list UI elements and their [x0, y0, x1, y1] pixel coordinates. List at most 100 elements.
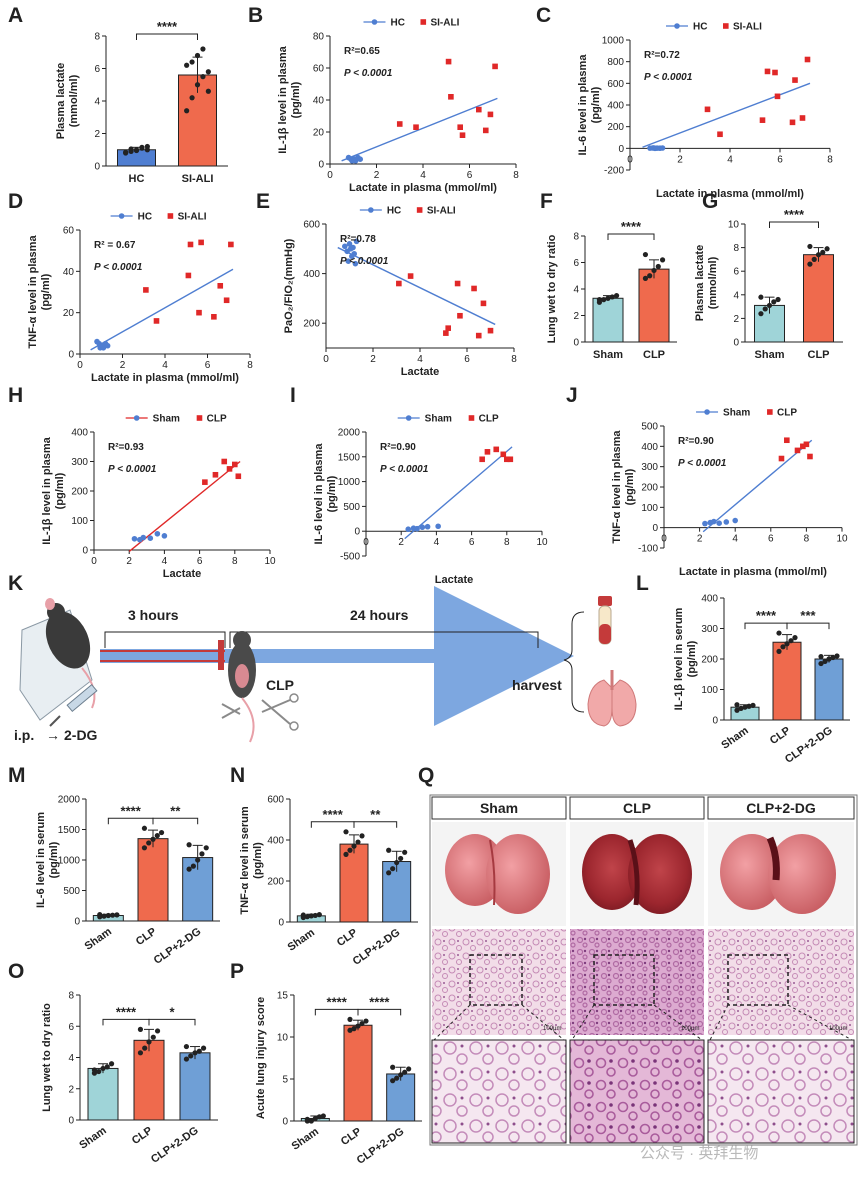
- data-point: [766, 302, 773, 309]
- x-axis-label: Lactate in plasma (mmol/ml): [91, 372, 239, 384]
- data-point-si-ali: [487, 327, 494, 334]
- y-tick-label: 0: [733, 338, 739, 349]
- x-tick-label: 2: [677, 154, 683, 165]
- legend-label: HC: [693, 22, 707, 33]
- y-tick-label: 40: [63, 267, 75, 278]
- y-tick-label: 300: [71, 457, 88, 468]
- x-tick-label: Sham: [593, 349, 623, 361]
- data-point-si-ali: [396, 121, 403, 127]
- data-point: [826, 656, 832, 662]
- y-tick-label: 6: [94, 64, 100, 75]
- data-point: [200, 46, 206, 52]
- blood-tube-icon: [598, 596, 612, 645]
- data-point-si-ali: [454, 280, 461, 287]
- data-point: [304, 1116, 310, 1122]
- x-tick-label: 10: [536, 537, 548, 548]
- y-tick-label: 0: [82, 546, 88, 557]
- y-axis-label: Plasma lactate(mmol/ml): [694, 245, 719, 321]
- y-tick-label: 8: [94, 32, 100, 43]
- y-axis-label: Acute lung injury score: [255, 997, 267, 1119]
- label-ip: i.p.: [14, 727, 34, 743]
- x-tick-label: 10: [264, 556, 276, 567]
- data-point: [139, 144, 145, 150]
- scale-bar-label: 100μm: [543, 1026, 561, 1032]
- significance-label: *: [169, 1004, 175, 1019]
- data-point-si-ali: [211, 314, 217, 320]
- x-tick-label: CLP+2-DG: [783, 725, 835, 766]
- data-point-si-ali: [482, 127, 489, 134]
- scale-bars: 100μm 100μm 100μm: [543, 1026, 847, 1032]
- y-tick-label: 1000: [58, 856, 81, 867]
- x-tick-label: 8: [504, 537, 510, 548]
- significance-bracket: [769, 221, 819, 228]
- y-tick-label: 400: [71, 428, 88, 439]
- y-axis-label: IL-1β level in plasma(pg/ml): [277, 45, 302, 153]
- y-tick-label: 6: [573, 258, 579, 269]
- lung-photo-sham: [432, 822, 566, 926]
- y-tick-label: 300: [641, 462, 658, 473]
- data-point: [144, 147, 150, 153]
- data-point: [312, 912, 318, 919]
- label-3-hours: 3 hours: [128, 607, 179, 623]
- data-point-hc: [352, 260, 359, 267]
- data-point-si-ali: [457, 312, 463, 319]
- data-point-si-ali: [407, 273, 414, 279]
- y-tick-label: 2000: [58, 795, 81, 806]
- data-point: [205, 88, 211, 94]
- data-point-si-ali: [153, 318, 160, 324]
- y-tick-label: 1000: [338, 477, 361, 488]
- legend-label: SI-ALI: [430, 18, 459, 29]
- data-point-si-ali: [198, 239, 204, 246]
- panel-label-l: L: [636, 572, 649, 595]
- data-point: [784, 641, 790, 647]
- data-point-sham: [732, 517, 738, 524]
- y-tick-label: 600: [607, 79, 624, 90]
- data-point-hc: [342, 243, 348, 250]
- lung-images-panel: Sham CLP CLP+2-DG: [429, 794, 858, 1146]
- data-point: [609, 294, 615, 300]
- y-tick-label: 8: [573, 232, 579, 243]
- y-tick-label: 0: [74, 917, 80, 928]
- q-header-sham: Sham: [480, 800, 518, 816]
- label-arrow: →: [46, 727, 60, 743]
- y-tick-label: -100: [638, 544, 658, 555]
- x-tick-label: CLP+2-DG: [351, 927, 403, 968]
- data-point-clp: [500, 451, 507, 458]
- data-point-hc: [104, 342, 111, 349]
- significance-bracket: [744, 622, 788, 630]
- y-axis-label: IL-6 level in serum(pg/ml): [35, 812, 60, 908]
- data-point-hc: [351, 156, 358, 162]
- data-point-si-ali: [476, 106, 482, 113]
- data-point-si-ali: [396, 280, 402, 287]
- r-squared-label: R² = 0.67: [94, 240, 136, 251]
- panel-label-b: B: [248, 4, 263, 27]
- y-tick-label: 600: [267, 795, 284, 806]
- y-axis-label: IL-1β level in serum(pg/ml): [673, 607, 698, 710]
- histology-high-clp: [569, 1039, 705, 1144]
- legend-label: HC: [387, 206, 401, 217]
- zoom-box-clp-2dg: [727, 954, 789, 1006]
- x-tick-label: 6: [205, 360, 211, 371]
- data-point: [642, 251, 649, 258]
- panel-label-i: I: [290, 384, 296, 407]
- x-tick-label: CLP: [808, 349, 830, 361]
- r-squared-label: R²=0.65: [344, 46, 380, 57]
- x-tick-label: Sham: [77, 1125, 109, 1152]
- data-point: [189, 95, 195, 101]
- x-tick-label: 4: [420, 170, 426, 181]
- y-tick-label: 200: [641, 483, 658, 494]
- significance-label: ****: [756, 608, 777, 623]
- y-tick-label: 0: [68, 350, 74, 361]
- y-axis-label: IL-6 level in plasma(pg/ml): [577, 54, 602, 156]
- y-axis-label: IL-6 level in plasma(pg/ml): [313, 443, 338, 545]
- significance-label: **: [170, 803, 181, 818]
- y-tick-label: 0: [573, 338, 579, 349]
- x-tick-label: 2: [126, 556, 132, 567]
- significance-label: ****: [323, 807, 344, 822]
- data-point: [320, 1113, 326, 1119]
- data-point-si-ali: [704, 106, 711, 113]
- data-point-si-ali: [799, 115, 806, 121]
- x-tick-label: 4: [162, 360, 168, 371]
- scatter-chart-e: 200 400 600 0 2 4 6 8 HC SI-ALI R²=0.78 P < 0.0001 L…: [283, 206, 517, 379]
